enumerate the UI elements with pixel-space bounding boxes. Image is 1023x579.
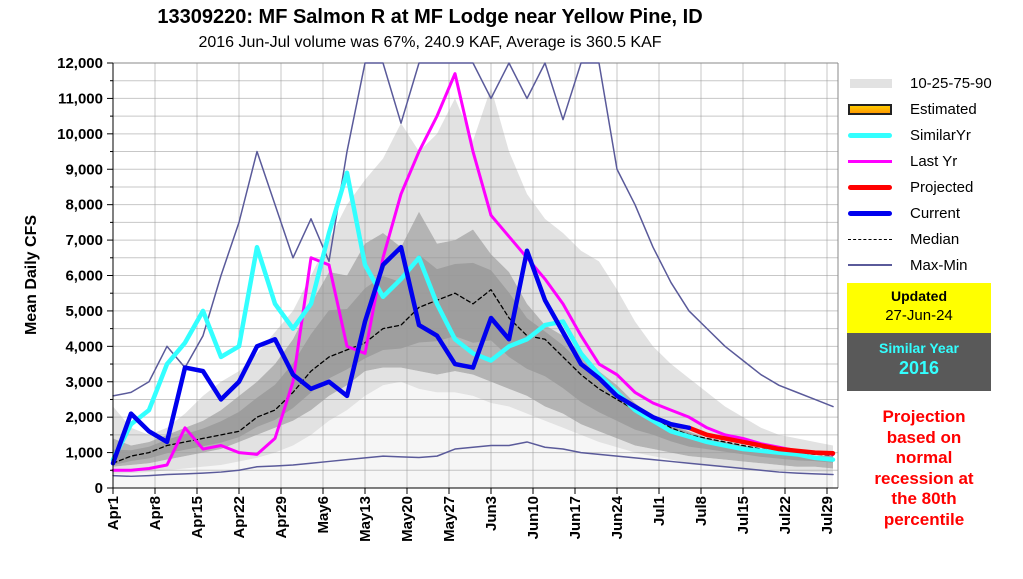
updated-label: Updated [891,288,947,304]
x-tick-label: Jun10 [525,496,542,539]
legend-label: Current [910,204,961,222]
y-tick-label: 6,000 [65,268,103,285]
x-tick-label: May27 [441,496,458,542]
y-tick-label: 9,000 [65,161,103,178]
y-tick-label: 1,000 [65,445,103,462]
min-line [112,441,834,478]
median-line [112,289,834,464]
grid-lines [112,62,839,489]
y-tick-label: 7,000 [65,232,103,249]
projected-line [686,425,836,456]
median-swatch-icon [848,232,906,246]
x-tick-label: Apr8 [147,496,164,530]
legend-item-projected: Projected [848,174,1023,200]
updated-date: 27-Jun-24 [885,307,953,324]
legend-label: 10-25-75-90 [910,74,992,92]
y-tick-label: 12,000 [57,55,103,72]
x-tick-label: Jun24 [609,495,626,539]
x-tick-label: May13 [357,496,374,542]
projection-note-line: Projection [882,407,966,426]
y-tick-label: 10,000 [57,126,103,143]
x-tick-label: Apr29 [273,496,290,539]
similaryr-swatch-icon [848,128,906,142]
similar-year-label: Similar Year [879,340,959,356]
x-tick-label: Jul8 [693,496,710,526]
legend: 10-25-75-90 Estimated SimilarYr Last Yr … [848,70,1023,278]
legend-item-maxmin: Max-Min [848,252,1023,278]
max-line [112,62,834,408]
axes: 0 1,000 2,000 3,000 4,000 5,000 6,000 7,000 8,00… [57,55,838,542]
similar-yr-line [110,170,836,462]
y-tick-label: 2,000 [65,409,103,426]
estimated-swatch-icon [848,102,906,116]
legend-label: Last Yr [910,152,958,170]
band-swatch-icon [848,76,906,90]
chart-subtitle: 2016 Jun-Jul volume was 67%, 240.9 KAF, … [198,34,662,51]
legend-item-similaryr: SimilarYr [848,122,1023,148]
updated-box: Updated 27-Jun-24 [847,283,991,333]
projection-note-line: normal [895,448,953,467]
last-yr-line [111,72,835,472]
legend-label: Max-Min [910,256,968,274]
legend-item-lastyr: Last Yr [848,148,1023,174]
legend-label: Estimated [910,100,977,118]
x-tick-label: Jun3 [483,496,500,531]
lastyr-swatch-icon [848,154,906,168]
legend-item-current: Current [848,200,1023,226]
current-swatch-icon [848,206,906,220]
x-tick-label: May20 [399,496,416,542]
maxmin-swatch-icon [848,258,906,272]
x-tick-label: May6 [315,496,332,534]
y-tick-label: 3,000 [65,374,103,391]
x-tick-label: Apr22 [231,496,248,539]
band-core [113,254,833,466]
current-line [110,244,692,466]
y-tick-label: 11,000 [58,90,103,107]
legend-label: Projected [910,178,974,196]
similar-year-box: Similar Year 2016 [847,333,991,391]
projected-swatch-icon [848,180,906,194]
y-tick-label: 0 [95,480,103,497]
similar-year-value: 2016 [898,358,940,378]
projection-note-line: based on [886,427,962,447]
legend-label: SimilarYr [910,126,971,144]
legend-item-estimated: Estimated [848,96,1023,122]
x-tick-label: Jul29 [819,496,836,534]
x-tick-label: Jul15 [735,496,752,534]
y-tick-label: 8,000 [65,197,103,214]
projection-note-line: percentile [883,509,965,529]
y-tick-label: 4,000 [65,338,103,355]
x-tick-label: Jun17 [567,496,584,539]
chart-title: 13309220: MF Salmon R at MF Lodge near Y… [157,6,703,28]
legend-item-band: 10-25-75-90 [848,70,1023,96]
projection-note-line: the 80th [891,489,957,508]
projection-note: Projection based on normal recession at … [852,407,996,530]
x-tick-label: Jul1 [651,496,668,526]
legend-label: Median [910,230,960,248]
y-axis-label: Mean Daily CFS [23,215,40,335]
projection-note-line: recession at [874,468,974,488]
x-tick-label: Jul22 [777,496,794,534]
x-tick-label: Apr1 [105,496,122,530]
x-tick-label: Apr15 [189,496,206,539]
legend-item-median: Median [848,226,1023,252]
y-tick-label: 5,000 [65,303,103,320]
series-lines [110,62,836,478]
